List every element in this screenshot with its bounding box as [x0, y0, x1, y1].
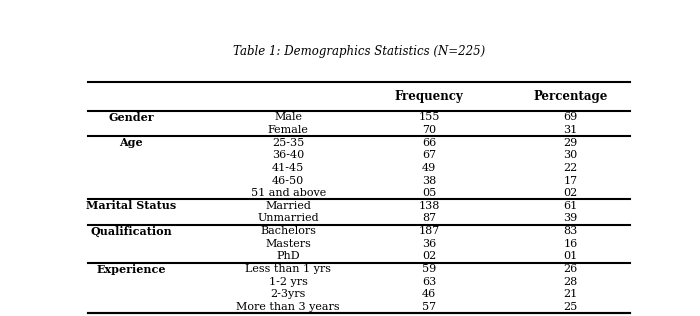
- Text: Less than 1 yrs: Less than 1 yrs: [245, 264, 331, 274]
- Text: 83: 83: [564, 226, 577, 236]
- Text: 05: 05: [422, 188, 436, 198]
- Text: 01: 01: [564, 252, 577, 261]
- Text: Qualification: Qualification: [90, 226, 172, 237]
- Text: 17: 17: [564, 175, 577, 185]
- Text: Bachelors: Bachelors: [260, 226, 316, 236]
- Text: 41-45: 41-45: [272, 163, 304, 173]
- Text: 63: 63: [422, 277, 436, 287]
- Text: 29: 29: [564, 137, 577, 148]
- Text: 70: 70: [422, 125, 436, 135]
- Text: 138: 138: [419, 201, 440, 211]
- Text: 51 and above: 51 and above: [251, 188, 326, 198]
- Text: 66: 66: [422, 137, 436, 148]
- Text: 02: 02: [564, 188, 577, 198]
- Text: 49: 49: [422, 163, 436, 173]
- Text: 21: 21: [564, 289, 577, 299]
- Text: Experience: Experience: [96, 264, 166, 275]
- Text: Percentage: Percentage: [533, 90, 608, 103]
- Text: 28: 28: [564, 277, 577, 287]
- Text: 26: 26: [564, 264, 577, 274]
- Text: 22: 22: [564, 163, 577, 173]
- Text: 155: 155: [419, 112, 440, 122]
- Text: Gender: Gender: [108, 112, 154, 123]
- Text: Male: Male: [274, 112, 302, 122]
- Text: 46-50: 46-50: [272, 175, 304, 185]
- Text: 67: 67: [422, 150, 436, 160]
- Text: 59: 59: [422, 264, 436, 274]
- Text: Marital Status: Marital Status: [86, 200, 176, 211]
- Text: 16: 16: [564, 239, 577, 249]
- Text: 39: 39: [564, 214, 577, 223]
- Text: 69: 69: [564, 112, 577, 122]
- Text: 25-35: 25-35: [272, 137, 304, 148]
- Text: 30: 30: [564, 150, 577, 160]
- Text: 1-2 yrs: 1-2 yrs: [269, 277, 308, 287]
- Text: Table 1: Demographics Statistics (N=225): Table 1: Demographics Statistics (N=225): [232, 45, 485, 58]
- Text: Frequency: Frequency: [395, 90, 463, 103]
- Text: 38: 38: [422, 175, 436, 185]
- Text: Female: Female: [268, 125, 309, 135]
- Text: 87: 87: [422, 214, 436, 223]
- Text: 02: 02: [422, 252, 436, 261]
- Text: Masters: Masters: [265, 239, 312, 249]
- Text: 31: 31: [564, 125, 577, 135]
- Text: Unmarried: Unmarried: [258, 214, 319, 223]
- Text: Age: Age: [119, 137, 143, 148]
- Text: 25: 25: [564, 302, 577, 312]
- Text: 2-3yrs: 2-3yrs: [270, 289, 306, 299]
- Text: PhD: PhD: [276, 252, 300, 261]
- Text: 36-40: 36-40: [272, 150, 304, 160]
- Text: 36: 36: [422, 239, 436, 249]
- Text: 57: 57: [422, 302, 436, 312]
- Text: 187: 187: [419, 226, 440, 236]
- Text: 46: 46: [422, 289, 436, 299]
- Text: 61: 61: [564, 201, 577, 211]
- Text: More than 3 years: More than 3 years: [237, 302, 340, 312]
- Text: Married: Married: [265, 201, 312, 211]
